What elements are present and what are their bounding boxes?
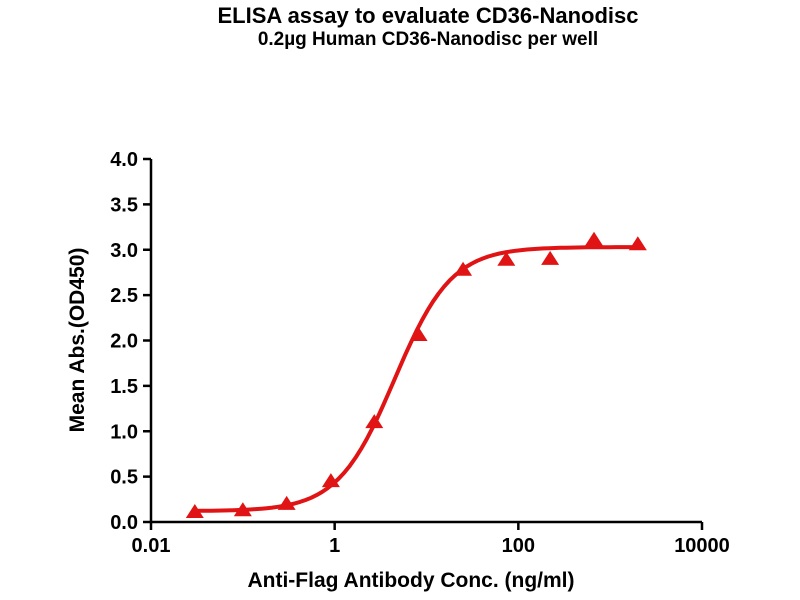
data-point-marker: [585, 231, 604, 246]
data-point-marker: [277, 495, 296, 510]
data-point-marker: [497, 251, 516, 266]
y-tick-label: 2.5: [110, 285, 138, 307]
x-axis-label: Anti-Flag Antibody Conc. (ng/ml): [247, 569, 575, 592]
data-point-marker: [409, 327, 428, 342]
x-tick-label: 0.01: [132, 535, 171, 557]
data-point-marker: [185, 504, 204, 519]
y-tick-label: 3.0: [110, 240, 138, 262]
x-tick-label: 10000: [674, 535, 730, 557]
x-tick-label: 100: [502, 535, 535, 557]
y-tick-label: 3.5: [110, 194, 138, 216]
data-point-marker: [233, 502, 252, 517]
y-tick-label: 1.5: [110, 376, 138, 398]
data-point-marker: [321, 473, 340, 488]
data-point-marker: [454, 261, 473, 276]
data-point-marker: [541, 250, 560, 265]
y-tick-label: 2.0: [110, 331, 138, 353]
y-tick-label: 0.0: [110, 512, 138, 534]
data-point-marker: [628, 236, 647, 251]
y-tick-label: 0.5: [110, 467, 138, 489]
data-point-marker: [365, 414, 384, 429]
x-tick-label: 1: [329, 535, 340, 557]
fit-curve: [192, 245, 640, 513]
y-tick-label: 1.0: [110, 421, 138, 443]
chart-subtitle: 0.2µg Human CD36-Nanodisc per well: [257, 29, 599, 50]
y-tick-label: 4.0: [110, 149, 138, 171]
chart-title: ELISA assay to evaluate CD36-Nanodisc: [217, 3, 639, 28]
y-axis-label: Mean Abs.(OD450): [66, 247, 89, 433]
